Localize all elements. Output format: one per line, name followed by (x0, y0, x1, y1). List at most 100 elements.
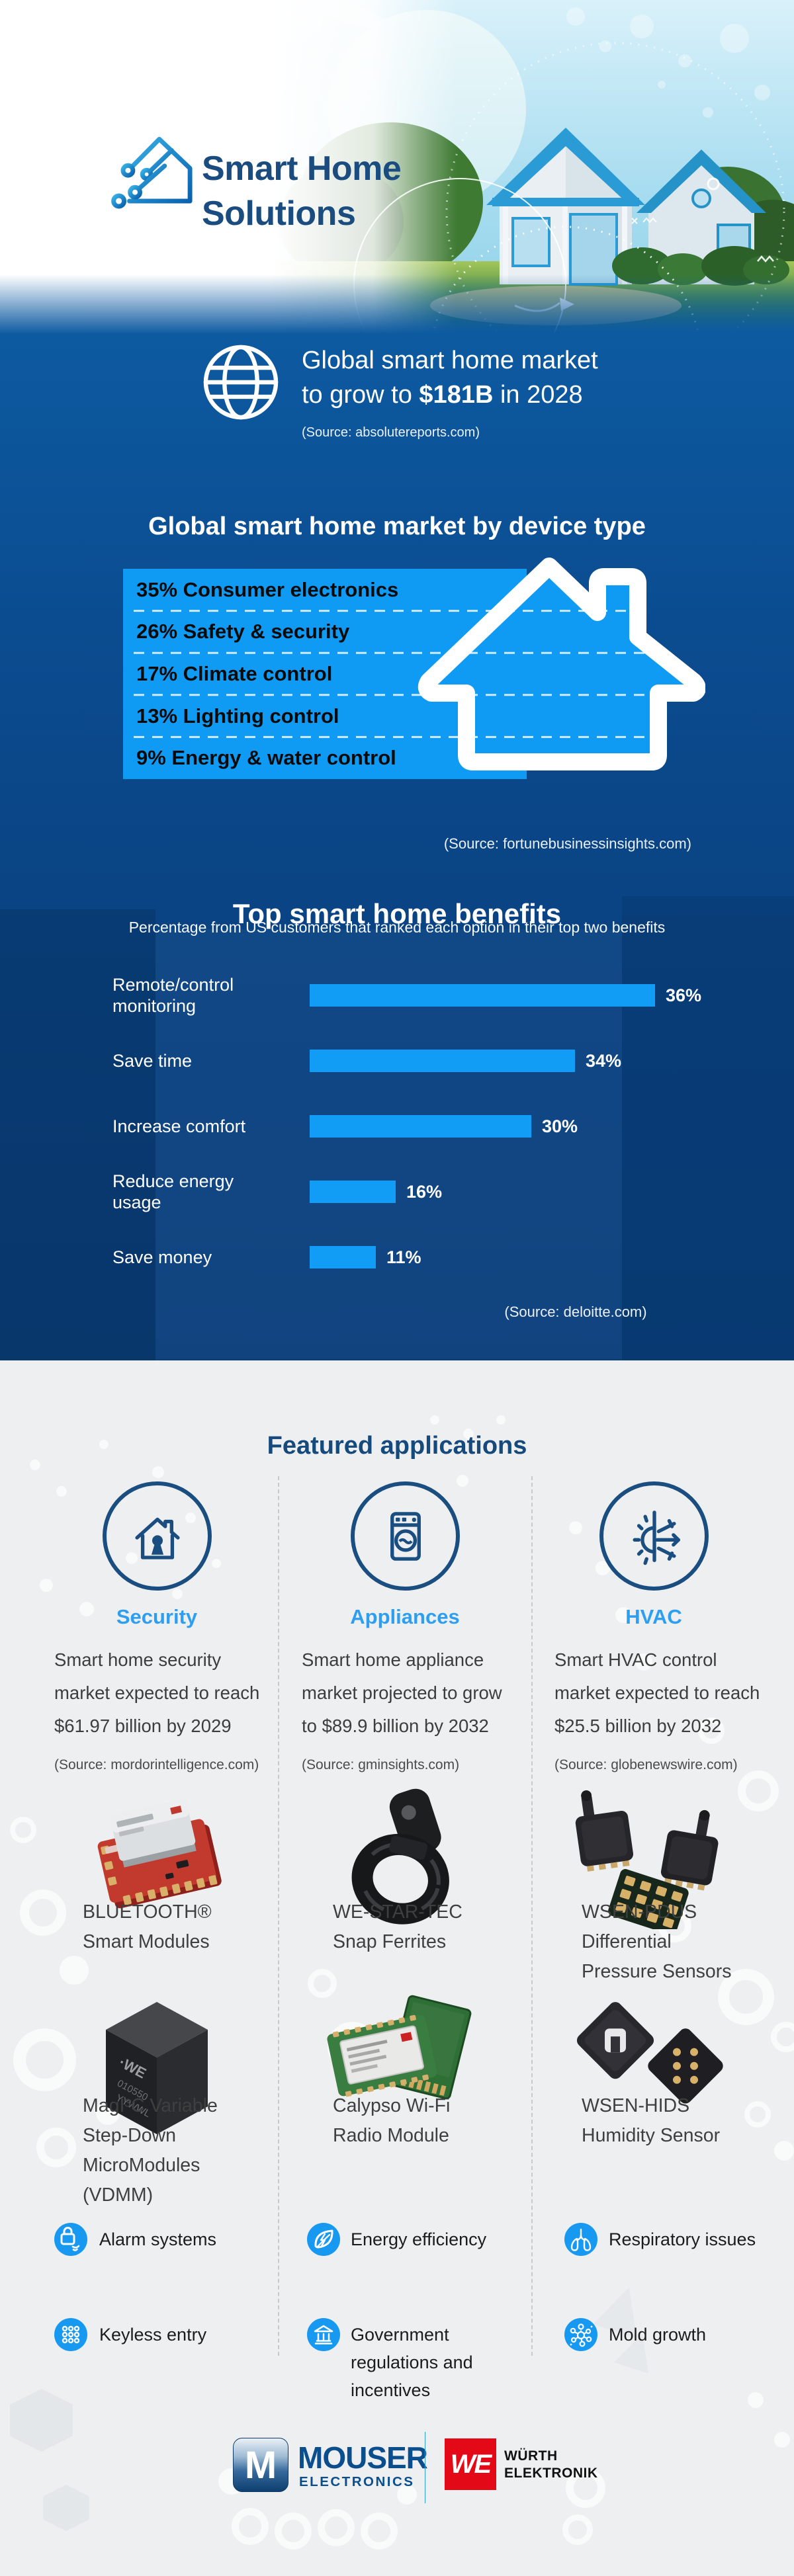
device-type-row: 17% Climate control (136, 661, 333, 685)
smart-home-circuit-logo (111, 136, 193, 209)
product-name: BLUETOOTH® Smart Modules (83, 1897, 212, 1957)
bar-value-label: 30% (542, 1116, 578, 1136)
wurth-logo-text: WÜRTH ELEKTRONIK (504, 2448, 598, 2482)
background-overlay (622, 896, 794, 1360)
pattern-dot (569, 1521, 582, 1534)
description-line: Smart HVAC control (554, 1649, 717, 1670)
application-description: Smart HVAC control market expected to rea… (554, 1643, 760, 1743)
bar-category-label: Save money (112, 1247, 212, 1267)
pattern-ring (232, 2508, 269, 2545)
product-name: WE-STAR-TEC Snap Ferrites (333, 1897, 463, 1957)
product-name-line: Calypso Wi-Fi (333, 2095, 451, 2116)
wurth-logo-mark: WE (445, 2438, 496, 2490)
application-circle-security (103, 1481, 212, 1591)
house-keyhole-icon (134, 1517, 180, 1559)
bar-reduce-energy-usage (310, 1181, 396, 1203)
hero-header: Smart Home Solutions (0, 0, 794, 334)
market-stat-line1: Global smart home market (302, 347, 598, 374)
market-stats-section: Global smart home market to grow to $181… (0, 334, 794, 1360)
application-circle-hvac (599, 1481, 709, 1591)
pattern-dot (615, 1607, 631, 1623)
lungs-icon (564, 2223, 597, 2256)
ferrite-photo (329, 1787, 481, 1932)
house-pictogram (418, 558, 705, 770)
pattern-ring (771, 2022, 794, 2052)
pattern-dot (430, 1415, 439, 1425)
product-name-line: WSEN-PDUS (582, 1901, 697, 1923)
bar-value-label: 36% (666, 985, 702, 1005)
description-line: to $89.9 billion by 2032 (302, 1716, 489, 1736)
bar-category-label: Increase comfort (112, 1116, 246, 1136)
application-source: (Source: mordorintelligence.com) (54, 1757, 259, 1772)
pattern-ring (10, 1817, 36, 1843)
government-icon (307, 2318, 340, 2351)
wsen-pdus-photo (561, 1787, 746, 1935)
stat-prefix: to grow to (302, 381, 419, 409)
product-name-line: Pressure Sensors (582, 1961, 732, 1982)
benefit-label: Respiratory issues (609, 2229, 756, 2249)
pattern-ring (275, 2513, 312, 2550)
pattern-dot (774, 2141, 794, 2161)
pattern-dot (496, 1415, 506, 1425)
pattern-ring (744, 2101, 771, 2128)
description-line: market expected to reach (54, 1683, 260, 1703)
calypso-photo (322, 1994, 488, 2136)
application-title-appliances: Appliances (350, 1605, 460, 1628)
bar-save-time (310, 1050, 575, 1072)
benefit-label: Energy efficiency (351, 2229, 487, 2249)
mouser-logo-name: MOUSER (298, 2440, 428, 2475)
description-line: $61.97 billion by 2029 (54, 1716, 232, 1736)
product-name-line: Step-Down (83, 2125, 176, 2146)
bar-category-label: Reduce energy usage (112, 1171, 234, 1212)
bar-category-label: Remote/control monitoring (112, 975, 234, 1016)
pattern-ring (361, 2513, 398, 2550)
market-stat-line2: to grow to $181B in 2028 (302, 381, 583, 409)
pattern-dot (172, 1589, 183, 1599)
pattern-ring (562, 2514, 593, 2545)
pattern-dot (748, 2392, 764, 2408)
description-line: Smart home security (54, 1649, 222, 1670)
application-source: (Source: gminsights.com) (302, 1757, 460, 1772)
bar-category-label: Save time (112, 1051, 193, 1071)
mold-icon (564, 2318, 597, 2351)
wurth-we: WE (450, 2449, 492, 2479)
product-name: WSEN-HIDS Humidity Sensor (582, 2091, 720, 2151)
description-line: market projected to grow (302, 1683, 502, 1703)
device-type-row: 35% Consumer electronics (136, 577, 399, 601)
pattern-dot (40, 1579, 53, 1592)
magic-vdmm-photo: ·WE 010550 YYWWL (87, 1994, 226, 2149)
product-name-line: Radio Module (333, 2125, 449, 2146)
stat-suffix: in 2028 (493, 381, 583, 409)
product-name: MagI³C Variable Step-Down MicroModules (VDM… (83, 2091, 218, 2210)
application-description: Smart home appliance market projected to … (302, 1643, 502, 1743)
device-chart-heading: Global smart home market by device type (148, 512, 646, 540)
mouser-m: M (244, 2443, 277, 2487)
market-stat-source: (Source: absolutereports.com) (302, 425, 480, 440)
product-name-line: BLUETOOTH® (83, 1901, 212, 1923)
description-line: $25.5 billion by 2032 (554, 1716, 722, 1736)
pattern-ring (318, 2509, 355, 2546)
featured-applications-section: Featured applications Security Smart home… (0, 1360, 794, 2576)
product-name-line: Humidity Sensor (582, 2125, 721, 2146)
column-divider (278, 1476, 279, 2356)
benefit-label: Government regulations and incentives (351, 2325, 473, 2400)
page-title-line1: Smart Home (202, 149, 402, 188)
benefits-chart-subtitle: Percentage from US customers that ranked… (128, 919, 666, 936)
application-source: (Source: globenewswire.com) (554, 1757, 738, 1772)
pattern-dot (774, 2432, 790, 2448)
bar-increase-comfort (310, 1115, 531, 1138)
description-line: Smart home appliance (302, 1649, 484, 1670)
pattern-dot (457, 1475, 468, 1487)
pattern-ring (698, 1718, 725, 1744)
product-name: WSEN-PDUS Differential Pressure Sensors (582, 1897, 732, 1987)
pattern-dot (79, 1602, 94, 1616)
product-name-line: Snap Ferrites (333, 1931, 447, 1952)
pattern-dot (463, 1429, 474, 1439)
device-type-row: 26% Safety & security (136, 620, 350, 644)
mouser-logo-mark: M (233, 2438, 288, 2492)
pattern-hexagon (43, 2485, 89, 2531)
globe-icon (203, 345, 279, 420)
lock-wifi-icon (54, 2223, 87, 2256)
bar-value-label: 34% (586, 1051, 622, 1071)
